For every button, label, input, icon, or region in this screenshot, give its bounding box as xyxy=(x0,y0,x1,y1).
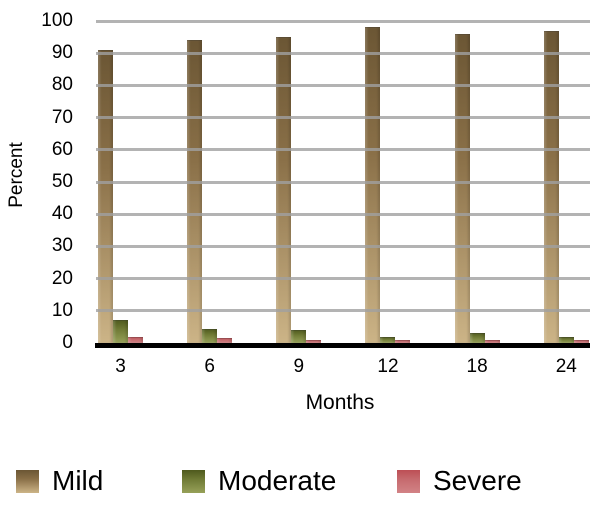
bar-mild-6 xyxy=(187,40,203,343)
x-axis-title: Months xyxy=(305,391,375,414)
gridline-40 xyxy=(96,212,590,216)
bar-moderate-6 xyxy=(202,328,218,343)
legend-item-mild: Mild xyxy=(16,465,103,497)
gridline-70 xyxy=(96,116,590,120)
legend-label-moderate: Moderate xyxy=(218,465,337,496)
bar-moderate-18 xyxy=(469,333,485,343)
bar-mild-24 xyxy=(543,30,559,343)
legend-swatch-mild xyxy=(16,469,39,493)
y-tick-label-30: 30 xyxy=(51,235,73,257)
bar-moderate-12 xyxy=(380,336,396,343)
gridline-50 xyxy=(96,180,590,184)
y-tick-label-60: 60 xyxy=(51,138,73,160)
bar-severe-12 xyxy=(395,339,411,343)
y-tick-label-70: 70 xyxy=(51,106,73,128)
y-tick-label-40: 40 xyxy=(51,203,73,225)
legend-label-severe: Severe xyxy=(433,465,522,496)
x-tick-label-24: 24 xyxy=(555,356,577,377)
bar-moderate-3 xyxy=(113,320,128,343)
bar-mild-12 xyxy=(365,27,381,343)
gridline-20 xyxy=(96,277,590,281)
y-tick-label-0: 0 xyxy=(62,332,73,353)
bar-severe-3 xyxy=(128,336,143,343)
gridline-10 xyxy=(96,309,590,313)
x-tick-label-6: 6 xyxy=(204,356,215,377)
bar-mild-3 xyxy=(98,49,113,343)
legend-item-moderate: Moderate xyxy=(182,465,336,497)
legend-swatch-moderate xyxy=(182,469,205,493)
y-tick-label-90: 90 xyxy=(51,42,73,64)
legend-label-mild: Mild xyxy=(52,465,104,496)
x-tick-label-3: 3 xyxy=(115,356,126,377)
y-tick-label-80: 80 xyxy=(51,74,73,96)
gridline-30 xyxy=(96,244,590,248)
y-tick-label-10: 10 xyxy=(51,299,73,321)
bar-severe-18 xyxy=(484,339,500,343)
gridline-90 xyxy=(96,51,590,55)
bar-severe-6 xyxy=(217,338,233,343)
bar-mild-18 xyxy=(454,33,470,343)
gridline-80 xyxy=(96,83,590,87)
y-tick-label-50: 50 xyxy=(51,171,73,192)
bar-mild-9 xyxy=(276,37,292,343)
x-tick-label-9: 9 xyxy=(293,356,305,377)
x-tick-label-18: 18 xyxy=(466,356,488,377)
y-tick-label-20: 20 xyxy=(51,267,73,289)
legend-item-severe: Severe xyxy=(397,465,522,497)
gridline-100 xyxy=(96,19,590,23)
legend-swatch-severe xyxy=(397,469,420,493)
x-tick-label-12: 12 xyxy=(377,356,399,377)
x-axis-line xyxy=(95,343,590,348)
gridline-60 xyxy=(96,148,590,152)
bar-moderate-9 xyxy=(291,330,307,343)
bar-severe-24 xyxy=(573,339,589,343)
bar-severe-9 xyxy=(306,339,322,343)
bar-moderate-24 xyxy=(558,336,574,343)
y-tick-label-100: 100 xyxy=(41,10,73,31)
